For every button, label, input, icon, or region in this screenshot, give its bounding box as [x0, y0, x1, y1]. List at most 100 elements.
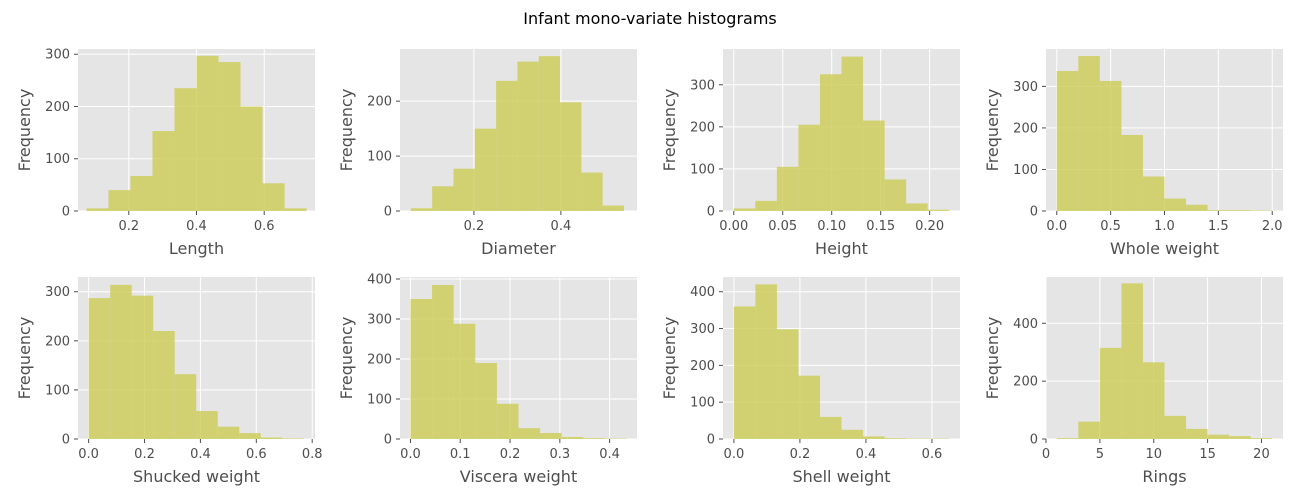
x-tick-label: 0.4 [599, 447, 620, 462]
histogram-bar [518, 428, 541, 439]
histogram-bar [863, 120, 885, 211]
histogram-bar [1142, 362, 1165, 439]
histogram-bar [1164, 198, 1187, 211]
x-tick-label: 0.4 [551, 219, 572, 234]
y-tick-label: 200 [45, 100, 70, 115]
histogram-bar [1207, 434, 1230, 439]
histogram-bar [517, 61, 539, 211]
histogram-bar [174, 88, 197, 211]
histogram-bar [755, 284, 777, 439]
histogram-bar [152, 131, 175, 211]
x-tick-label: 15 [1199, 447, 1216, 462]
y-tick-label: 300 [367, 313, 392, 328]
histogram-bar [1207, 210, 1230, 211]
histogram-bar [1099, 80, 1122, 211]
x-tick-label: 0.2 [790, 447, 811, 462]
panel-diameter: 0.2 0.4 0 100 200 Diameter Frequency [337, 49, 637, 258]
histogram-bar [86, 208, 109, 211]
histogram-bar [131, 295, 154, 439]
histogram-bar [453, 323, 476, 439]
histogram-bar [1250, 438, 1273, 439]
histogram-bar [1121, 134, 1143, 211]
y-tick-label: 300 [690, 78, 715, 93]
y-tick-label: 300 [45, 48, 70, 63]
x-tick-label: 0.0 [78, 447, 99, 462]
histogram-bar [1229, 210, 1251, 211]
y-axis-label: Frequency [337, 317, 356, 400]
panel-viscera-weight: 0.0 0.1 0.2 0.3 0.4 0 100 200 300 400 Viscera weig… [337, 273, 637, 486]
histogram-bar [1186, 204, 1208, 211]
histogram-bar [1229, 436, 1251, 439]
x-tick-label: 0.15 [866, 219, 895, 234]
y-tick-label: 0 [384, 433, 392, 448]
x-axis-label: Shell weight [792, 467, 890, 486]
histogram-bar [841, 56, 864, 212]
y-tick-label: 100 [1013, 163, 1038, 178]
x-tick-label: 0.0 [400, 447, 421, 462]
histogram-bar [1078, 56, 1100, 211]
x-tick-label: 0.05 [768, 219, 797, 234]
y-tick-label: 0 [384, 205, 392, 220]
histogram-bars [410, 56, 624, 212]
histogram-bars [733, 284, 950, 439]
x-tick-label: 0.5 [1100, 219, 1121, 234]
x-axis-label: Whole weight [1110, 239, 1219, 258]
histogram-bar [841, 429, 864, 439]
panel-whole-weight: 0.0 0.5 1.0 1.5 2.0 0 100 200 300 Whole weight Fre… [983, 49, 1283, 258]
x-tick-label: 10 [1145, 447, 1162, 462]
histogram-bar [560, 102, 582, 211]
y-tick-label: 300 [690, 322, 715, 337]
histogram-bar [1056, 438, 1079, 439]
y-tick-label: 0 [1030, 205, 1038, 220]
histogram-bar [432, 285, 454, 439]
x-tick-label: 0.6 [254, 219, 275, 234]
y-axis-label: Frequency [337, 89, 356, 172]
histogram-bar [1186, 428, 1208, 439]
y-tick-label: 100 [690, 162, 715, 177]
y-tick-label: 0 [707, 433, 715, 448]
x-tick-label: 2.0 [1262, 219, 1283, 234]
histogram-bar [798, 375, 820, 439]
x-tick-label: 0.0 [1046, 219, 1067, 234]
histogram-bar [108, 190, 131, 211]
y-tick-label: 100 [45, 152, 70, 167]
y-axis-label: Frequency [983, 89, 1002, 172]
x-axis-label: Diameter [481, 239, 556, 258]
histogram-bar [453, 168, 475, 211]
y-axis-label: Frequency [660, 317, 679, 400]
histogram-bar [581, 172, 603, 211]
histogram-bar [474, 128, 497, 211]
histogram-bar [1121, 283, 1143, 439]
histogram-bars [733, 56, 950, 212]
y-tick-label: 200 [690, 359, 715, 374]
histogram-bar [583, 438, 605, 439]
histogram-bar [239, 433, 261, 439]
x-tick-label: 0.6 [246, 447, 267, 462]
y-tick-label: 200 [1013, 375, 1038, 390]
x-tick-label: 0.20 [915, 219, 944, 234]
x-tick-label: 1.5 [1208, 219, 1229, 234]
x-axis-label: Rings [1142, 467, 1186, 486]
x-tick-label: 0.6 [922, 447, 943, 462]
panel-shell-weight: 0.0 0.2 0.4 0.6 0 100 200 300 400 Shell weight Fre… [660, 277, 960, 486]
x-tick-label: 0.4 [186, 219, 207, 234]
x-axis-label: Shucked weight [133, 467, 260, 486]
figure-title: Infant mono-variate histograms [523, 9, 777, 28]
x-tick-label: 0.2 [134, 447, 155, 462]
histogram-bar [602, 205, 624, 211]
histogram-bar [755, 200, 777, 211]
histogram-bar [906, 203, 928, 211]
histogram-bar [733, 306, 756, 439]
histogram-bar [432, 186, 454, 211]
histogram-bar [262, 183, 285, 211]
histogram-bar [88, 298, 111, 439]
y-tick-label: 100 [690, 396, 715, 411]
histogram-bar [217, 426, 240, 439]
histogram-bar [1056, 71, 1079, 211]
x-axis-label: Viscera weight [460, 467, 577, 486]
panel-length: 0.2 0.4 0.6 0 100 200 300 Length Frequency [15, 48, 315, 258]
histogram-bar [260, 437, 283, 439]
y-tick-label: 300 [45, 285, 70, 300]
